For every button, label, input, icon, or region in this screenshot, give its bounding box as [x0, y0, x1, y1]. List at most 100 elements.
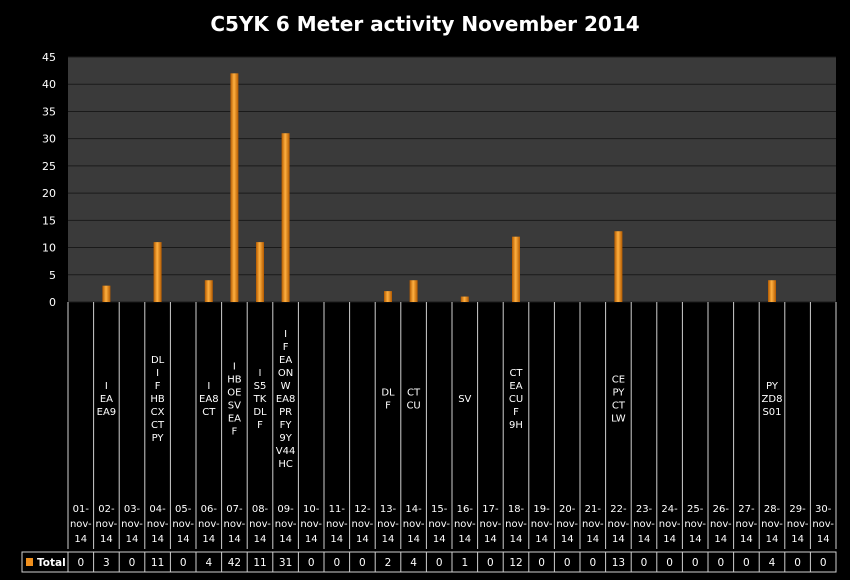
- category-label: 23-: [636, 504, 653, 515]
- category-note: S01: [762, 407, 781, 418]
- category-label: 12-: [354, 504, 371, 515]
- category-note: I: [259, 368, 262, 379]
- category-note: I: [207, 381, 210, 392]
- category-note: DL: [151, 355, 165, 366]
- category-label: nov-: [531, 519, 553, 530]
- category-label: nov-: [684, 519, 706, 530]
- category-label: 26-: [713, 504, 730, 515]
- total-value: 0: [692, 557, 699, 569]
- total-value: 12: [509, 557, 522, 569]
- bar: [460, 296, 469, 302]
- category-note: PY: [152, 433, 165, 444]
- bar: [204, 280, 213, 302]
- bar: [409, 280, 418, 302]
- total-value: 0: [564, 557, 571, 569]
- category-label: nov-: [70, 519, 92, 530]
- category-label: 11-: [329, 504, 346, 515]
- bar: [256, 242, 264, 302]
- category-note: EA8: [199, 394, 219, 405]
- category-label: 14: [766, 534, 779, 545]
- total-value: 3: [103, 557, 110, 569]
- category-note: I: [284, 329, 287, 340]
- bar: [102, 285, 111, 302]
- category-label: 14: [279, 534, 292, 545]
- category-label: 07-: [226, 504, 243, 515]
- category-label: nov-: [275, 519, 297, 530]
- category-label: nov-: [633, 519, 655, 530]
- category-label: 08-: [252, 504, 269, 515]
- category-label: 28-: [764, 504, 781, 515]
- category-note: LW: [611, 414, 626, 425]
- y-tick-label: 15: [42, 214, 56, 227]
- category-label: nov-: [198, 519, 220, 530]
- category-label: 03-: [124, 504, 141, 515]
- total-value: 11: [253, 557, 266, 569]
- category-note: F: [155, 381, 161, 392]
- y-tick-label: 45: [42, 51, 56, 64]
- category-label: 14: [638, 534, 651, 545]
- total-value: 0: [666, 557, 673, 569]
- category-label: 06-: [201, 504, 218, 515]
- category-label: 18-: [508, 504, 525, 515]
- category-label: nov-: [659, 519, 681, 530]
- total-value: 4: [410, 557, 417, 569]
- y-tick-label: 5: [49, 269, 56, 282]
- category-label: 14: [126, 534, 139, 545]
- category-label: 14: [254, 534, 267, 545]
- category-label: nov-: [736, 519, 758, 530]
- category-label: nov-: [710, 519, 732, 530]
- category-note: CT: [509, 368, 523, 379]
- category-label: nov-: [787, 519, 809, 530]
- category-label: 14: [663, 534, 676, 545]
- category-note: TK: [253, 394, 267, 405]
- total-value: 42: [228, 557, 241, 569]
- category-label: 27-: [738, 504, 755, 515]
- category-note: V44: [276, 446, 296, 457]
- category-label: nov-: [121, 519, 143, 530]
- total-value: 0: [641, 557, 648, 569]
- bar: [384, 291, 392, 302]
- category-label: 09-: [277, 504, 294, 515]
- category-note: I: [105, 381, 108, 392]
- bar: [281, 133, 290, 302]
- category-label: 14: [356, 534, 369, 545]
- category-label: 19-: [533, 504, 550, 515]
- category-label: 05-: [175, 504, 192, 515]
- category-note: CU: [406, 401, 420, 412]
- category-label: 25-: [687, 504, 704, 515]
- category-note: I: [233, 362, 236, 373]
- total-value: 0: [487, 557, 494, 569]
- category-label: 14: [407, 534, 420, 545]
- category-note: EA: [100, 394, 113, 405]
- category-label: nov-: [147, 519, 169, 530]
- category-label: 14: [791, 534, 804, 545]
- total-value: 0: [589, 557, 596, 569]
- category-label: 30-: [815, 504, 832, 515]
- plot-background: [68, 57, 836, 302]
- category-label: nov-: [582, 519, 604, 530]
- category-note: ON: [278, 368, 293, 379]
- category-note: F: [232, 427, 238, 438]
- category-label: nov-: [480, 519, 502, 530]
- category-note: PR: [279, 407, 292, 418]
- category-note: EA: [279, 355, 292, 366]
- category-label: 14: [714, 534, 727, 545]
- category-note: W: [281, 381, 291, 392]
- category-label: 22-: [610, 504, 627, 515]
- category-label: 14: [228, 534, 241, 545]
- category-label: nov-: [812, 519, 834, 530]
- category-note: EA9: [97, 407, 117, 418]
- category-note: DL: [253, 407, 267, 418]
- category-label: nov-: [403, 519, 425, 530]
- category-label: nov-: [454, 519, 476, 530]
- total-value: 0: [820, 557, 827, 569]
- category-label: nov-: [224, 519, 246, 530]
- total-value: 11: [151, 557, 164, 569]
- category-label: 14: [535, 534, 548, 545]
- y-tick-label: 35: [42, 105, 56, 118]
- y-tick-label: 40: [42, 78, 56, 91]
- category-label: 14: [74, 534, 87, 545]
- category-label: 13-: [380, 504, 397, 515]
- category-label: 14: [305, 534, 318, 545]
- category-note: CT: [407, 388, 421, 399]
